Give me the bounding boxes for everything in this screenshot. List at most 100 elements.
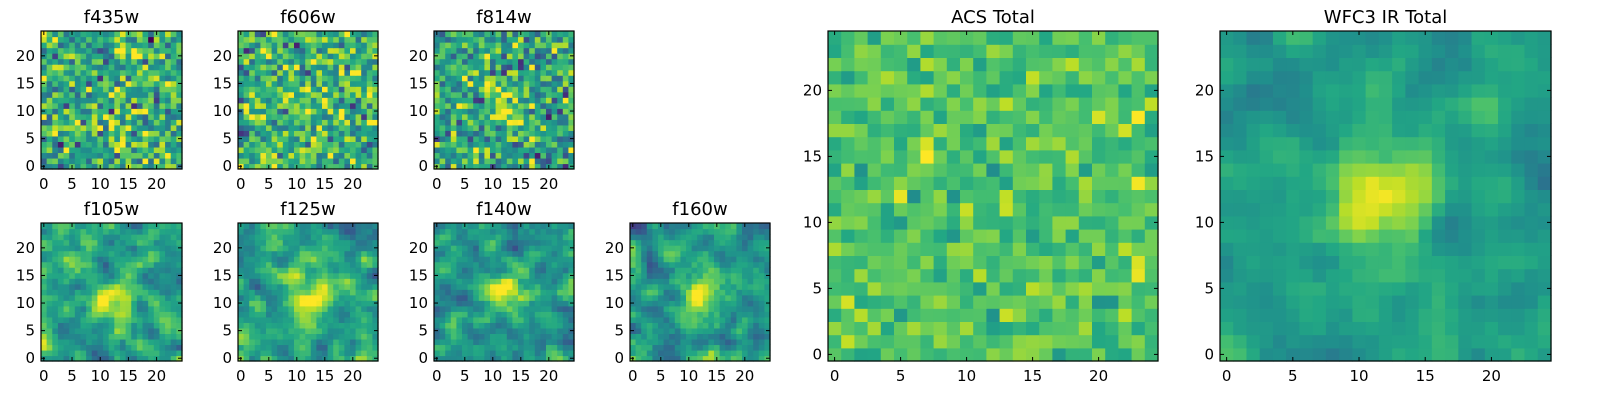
heatmap-cell <box>557 42 564 49</box>
heatmap-cell <box>490 294 497 301</box>
heatmap-cell <box>355 294 362 301</box>
heatmap-cell <box>529 97 536 104</box>
heatmap-cell <box>266 108 273 115</box>
heatmap-cell <box>170 152 177 159</box>
heatmap-cell <box>299 250 306 257</box>
heatmap-cell <box>97 289 104 296</box>
heatmap-cell <box>333 344 340 351</box>
heatmap-cell <box>546 338 553 346</box>
heatmap-cell <box>46 316 53 323</box>
heatmap-cell <box>91 58 98 65</box>
heatmap-cell <box>512 69 519 76</box>
heatmap-cell <box>97 333 104 340</box>
heatmap-cell <box>1026 189 1040 204</box>
heatmap-cell <box>91 256 98 263</box>
heatmap-cell <box>103 124 110 131</box>
heatmap-cell <box>473 69 480 76</box>
heatmap-cell <box>686 283 693 290</box>
heatmap-cell <box>238 102 245 109</box>
heatmap-cell <box>478 80 485 87</box>
heatmap-cell <box>41 152 48 159</box>
heatmap-cell <box>125 228 132 235</box>
heatmap-cell <box>669 278 676 285</box>
heatmap-cell <box>142 234 149 241</box>
heatmap-cell <box>546 53 553 60</box>
heatmap-cell <box>153 311 161 318</box>
heatmap-cell <box>562 135 569 142</box>
heatmap-cell <box>546 234 553 241</box>
heatmap-cell <box>702 349 709 357</box>
heatmap-cell <box>333 69 340 76</box>
heatmap-cell <box>680 289 687 296</box>
heatmap-cell <box>691 267 698 274</box>
heatmap-cell <box>249 141 256 148</box>
heatmap-cell <box>344 239 351 246</box>
x-tick-label: 0 <box>628 367 638 385</box>
heatmap-cell <box>91 42 98 49</box>
heatmap-cell <box>753 239 760 246</box>
heatmap-cell <box>327 278 334 285</box>
heatmap-cell <box>1105 295 1119 309</box>
heatmap-cell <box>439 47 446 54</box>
heatmap-cell <box>501 47 508 54</box>
heatmap-cell <box>680 311 687 318</box>
heatmap-cell <box>523 146 530 154</box>
heatmap-cell <box>753 256 760 263</box>
heatmap-cell <box>1144 347 1159 362</box>
heatmap-cell <box>730 289 737 296</box>
heatmap-cell <box>540 130 547 137</box>
heatmap-cell <box>333 333 340 340</box>
heatmap-cell <box>456 272 463 279</box>
heatmap-cell <box>854 215 869 230</box>
heatmap-cell <box>742 338 749 346</box>
heatmap-cell <box>148 119 155 126</box>
heatmap-cell <box>523 333 530 340</box>
heatmap-cell <box>719 278 726 285</box>
heatmap-cell <box>495 141 502 148</box>
heatmap-cell <box>523 261 530 268</box>
heatmap-cell <box>80 113 87 120</box>
heatmap-cell <box>288 250 295 257</box>
heatmap-cell <box>316 75 323 82</box>
heatmap-cell <box>305 245 312 252</box>
heatmap-cell <box>114 239 121 246</box>
heatmap-cell <box>46 47 53 54</box>
heatmap-cell <box>74 228 82 235</box>
heatmap-cell <box>1039 215 1053 230</box>
heatmap-cell <box>551 245 558 252</box>
heatmap-cell <box>933 176 948 190</box>
heatmap-cell <box>260 278 267 285</box>
heatmap-cell <box>1118 215 1133 230</box>
heatmap-cell <box>327 327 334 334</box>
heatmap-cell <box>758 305 765 312</box>
heatmap-cell <box>316 272 323 279</box>
heatmap-cell <box>445 146 452 154</box>
heatmap-cell <box>249 355 256 362</box>
heatmap-cell <box>136 272 144 279</box>
heatmap-cell <box>652 283 659 290</box>
heatmap-cell <box>658 256 665 263</box>
heatmap-cell <box>63 152 70 159</box>
heatmap-cell <box>148 113 155 120</box>
heatmap-cell <box>999 281 1014 296</box>
heatmap-cell <box>299 163 306 170</box>
heatmap-cell <box>108 256 115 263</box>
heatmap-cell <box>920 281 935 296</box>
heatmap-cell <box>523 91 530 98</box>
heatmap-cell <box>63 146 70 154</box>
heatmap-cell <box>434 289 441 296</box>
heatmap-cell <box>933 295 948 309</box>
heatmap-cell <box>758 283 765 290</box>
heatmap-cell <box>142 124 149 131</box>
heatmap-cell <box>702 267 709 274</box>
heatmap-cell <box>708 228 715 235</box>
heatmap-cell <box>249 250 256 257</box>
heatmap-cell <box>322 141 329 148</box>
heatmap-cell <box>841 268 855 283</box>
heatmap-cell <box>894 308 908 322</box>
heatmap-cell <box>478 113 485 120</box>
heatmap-cell <box>142 245 149 252</box>
heatmap-cell <box>467 97 474 104</box>
heatmap-cell <box>478 234 485 241</box>
heatmap-cell <box>495 344 502 351</box>
